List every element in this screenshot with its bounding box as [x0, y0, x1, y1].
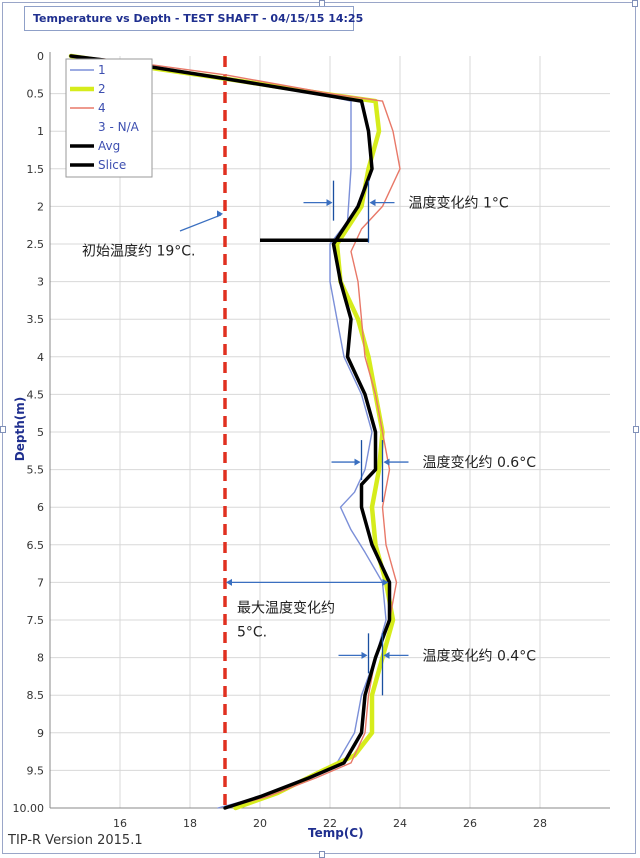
y-tick-label: 0.5	[27, 88, 45, 101]
range-arrowhead-right	[383, 651, 390, 659]
version-label: TIP-R Version 2015.1	[8, 833, 143, 848]
y-tick-label: 2.5	[27, 238, 45, 251]
max-change-arrowhead-right	[382, 578, 389, 586]
legend-label: Avg	[98, 139, 120, 153]
initial-temp-arrow	[179, 214, 222, 232]
series-line-avg	[69, 54, 392, 810]
y-tick-label: 5.5	[27, 464, 45, 477]
y-tick-label: 6	[37, 501, 44, 514]
legend: 1 2 4 3 - N/A Avg Slice	[65, 58, 153, 178]
y-tick-label: 7	[37, 576, 44, 589]
x-axis-label: Temp(C)	[308, 826, 364, 840]
range-arrowhead-left	[361, 651, 368, 659]
resize-handle-top-right[interactable]	[632, 0, 638, 7]
range-annotation-label: 温度变化约 0.6°C	[423, 455, 537, 471]
y-tick-label: 4	[37, 351, 44, 364]
range-arrowhead-left	[354, 458, 361, 466]
y-tick-label: 9	[37, 727, 44, 740]
y-tick-label: 1.5	[27, 163, 45, 176]
y-axis-label: Depth(m)	[13, 396, 28, 462]
resize-handle-left[interactable]	[0, 426, 6, 433]
y-tick-label: 4.5	[27, 388, 45, 401]
x-tick-label: 28	[533, 817, 547, 830]
y-tick-label: 1	[37, 125, 44, 138]
y-tick-label: 8.5	[27, 689, 45, 702]
legend-label: 1	[98, 63, 106, 77]
y-tick-label: 5	[37, 426, 44, 439]
x-tick-label: 18	[183, 817, 197, 830]
y-tick-label: 3	[37, 276, 44, 289]
range-arrowhead-right	[383, 458, 390, 466]
initial-temp-arrowhead	[217, 210, 223, 218]
legend-label: 3 - N/A	[98, 120, 140, 134]
y-tick-label: 10.00	[13, 802, 45, 815]
range-arrowhead-left	[326, 199, 333, 207]
x-tick-label: 22	[323, 817, 337, 830]
series-line-4	[70, 55, 401, 809]
y-tick-label: 0	[37, 50, 44, 63]
x-tick-label: 20	[253, 817, 267, 830]
range-arrowhead-right	[369, 199, 376, 207]
range-annotation-label: 温度变化约 1°C	[409, 196, 509, 212]
max-change-label-line2: 5°C.	[237, 624, 267, 640]
y-tick-label: 8	[37, 652, 44, 665]
y-tick-label: 9.5	[27, 764, 45, 777]
x-tick-label: 16	[113, 817, 127, 830]
series-line-1	[70, 55, 387, 809]
x-tick-label: 26	[463, 817, 477, 830]
max-change-arrowhead-left	[226, 578, 232, 586]
y-tick-label: 6.5	[27, 539, 45, 552]
x-tick-label: 24	[393, 817, 407, 830]
range-annotation-label: 温度变化约 0.4°C	[423, 648, 537, 664]
y-tick-label: 7.5	[27, 614, 45, 627]
legend-box	[65, 58, 153, 178]
y-tick-label: 3.5	[27, 313, 45, 326]
legend-label: 4	[98, 101, 106, 115]
initial-temp-label: 初始温度约 19°C.	[82, 243, 196, 260]
y-tick-label: 2	[37, 200, 44, 213]
chart-title: Temperature vs Depth - TEST SHAFT - 04/1…	[24, 6, 363, 31]
legend-label: Slice	[98, 158, 126, 172]
legend-label: 2	[98, 82, 106, 96]
max-change-label-line1: 最大温度变化约	[237, 600, 335, 616]
resize-handle-right[interactable]	[633, 426, 639, 433]
